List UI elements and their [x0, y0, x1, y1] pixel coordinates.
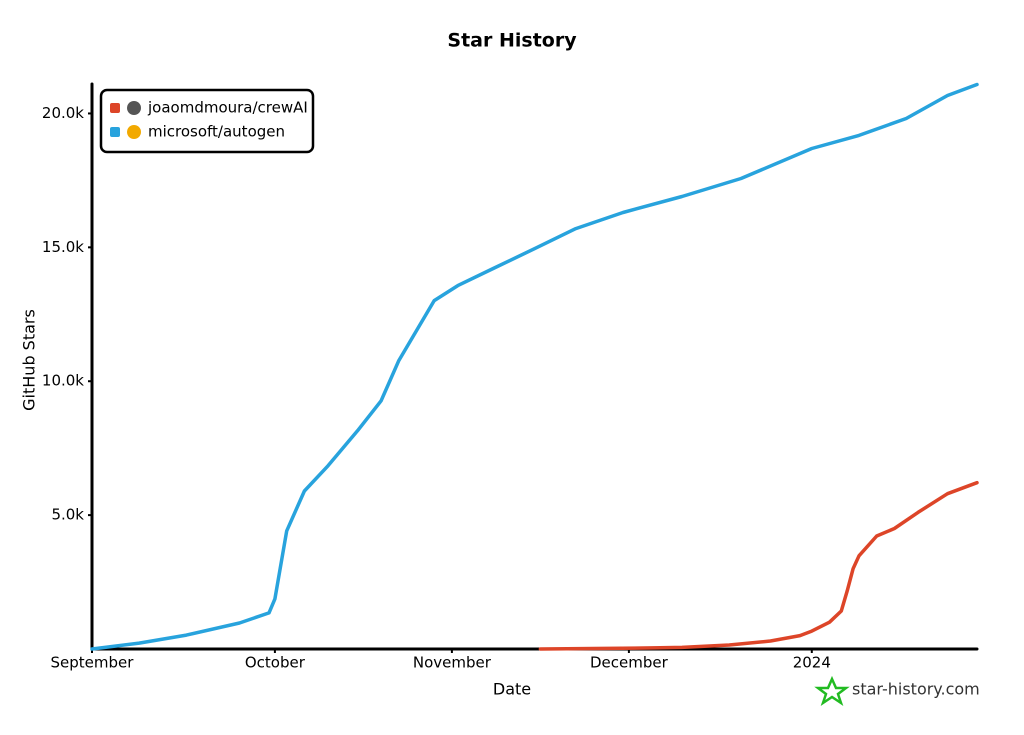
legend-box	[99, 88, 315, 154]
x-tick-label: 2024	[793, 654, 831, 672]
y-tick-label: 10.0k	[42, 372, 84, 390]
legend-swatch	[110, 127, 120, 137]
legend-swatch	[110, 103, 120, 113]
legend-icon	[127, 125, 141, 139]
x-axis-label: Date	[493, 680, 531, 699]
x-tick-label: November	[413, 654, 492, 672]
footer-text: star-history.com	[852, 680, 980, 699]
legend-label: joaomdmoura/crewAI	[147, 99, 308, 117]
series-line	[90, 82, 979, 651]
footer-logo	[814, 675, 850, 707]
y-axis-label: GitHub Stars	[20, 309, 39, 411]
y-tick-label: 20.0k	[42, 104, 84, 122]
x-tick-label: October	[245, 654, 306, 672]
y-tick-label: 15.0k	[42, 238, 84, 256]
x-tick-label: December	[590, 654, 669, 672]
legend-icon	[127, 101, 141, 115]
legend-label: microsoft/autogen	[148, 123, 285, 141]
y-tick-label: 5.0k	[51, 506, 84, 524]
series-line	[538, 480, 979, 651]
x-tick-label: September	[51, 654, 135, 672]
chart-title: Star History	[447, 30, 577, 52]
